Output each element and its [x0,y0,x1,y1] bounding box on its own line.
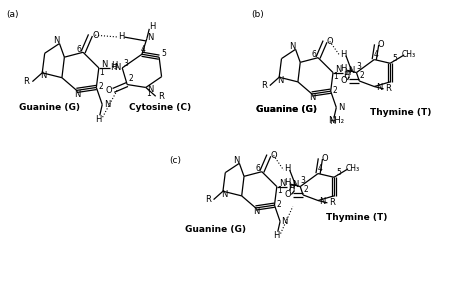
Text: H: H [288,184,295,193]
Text: 5: 5 [162,49,166,58]
Text: 2: 2 [360,71,365,80]
Text: H: H [273,231,279,240]
Text: H: H [288,182,294,191]
Text: H: H [344,68,350,77]
Text: Thymine (T): Thymine (T) [370,107,432,117]
Text: 1: 1 [146,89,151,98]
Text: N: N [114,63,120,72]
Text: N: N [279,179,286,188]
Text: 1: 1 [99,68,104,77]
Text: 4: 4 [140,45,146,54]
Text: 1: 1 [333,72,338,81]
Text: O: O [105,86,112,95]
Text: N: N [253,207,259,216]
Text: Thymine (T): Thymine (T) [326,213,387,222]
Text: H: H [329,117,335,126]
Text: H: H [284,164,290,173]
Text: H: H [149,22,155,31]
Text: (c): (c) [169,156,181,165]
Text: R: R [261,81,267,90]
Text: N: N [348,66,355,75]
Text: H: H [110,63,117,72]
Text: H: H [340,50,346,59]
Text: N: N [40,71,46,80]
Text: 2: 2 [277,200,282,209]
Text: 3: 3 [301,176,305,185]
Text: R: R [329,198,335,207]
Text: O: O [92,31,99,40]
Text: H: H [111,61,117,70]
Text: N: N [289,42,295,51]
Text: CH₃: CH₃ [402,51,416,59]
Text: N: N [309,93,316,102]
Text: N: N [147,33,154,42]
Text: 2: 2 [333,86,338,95]
Text: H: H [95,115,101,124]
Text: NH₂: NH₂ [328,116,344,125]
Text: O: O [270,151,277,160]
Text: Guanine (G): Guanine (G) [185,225,246,234]
Text: Cytosine (C): Cytosine (C) [128,103,191,112]
Text: Guanine (G): Guanine (G) [255,105,317,114]
Text: O: O [341,76,347,85]
Text: R: R [158,92,164,101]
Text: N: N [74,90,81,99]
Text: 5: 5 [392,54,397,63]
Text: 3: 3 [124,59,128,67]
Text: H: H [343,71,349,80]
Text: H: H [284,178,290,187]
Text: N: N [376,83,382,92]
Text: 4: 4 [318,164,322,173]
Text: 6: 6 [255,164,260,173]
Text: Guanine (G): Guanine (G) [19,103,80,112]
Text: 2: 2 [303,185,308,194]
Text: (b): (b) [251,10,264,19]
Text: O: O [327,37,333,46]
Text: 1: 1 [277,186,282,195]
Text: O: O [322,154,328,163]
Text: N: N [319,197,326,206]
Text: N: N [336,65,342,74]
Text: N: N [221,189,227,199]
Text: H: H [118,32,125,41]
Text: N: N [147,85,154,95]
Text: Guanine (G): Guanine (G) [255,105,317,114]
Text: O: O [378,40,384,49]
Text: CH₃: CH₃ [346,164,360,173]
Text: N: N [53,36,59,45]
Text: N: N [233,156,239,165]
Text: R: R [205,195,211,204]
Text: H: H [340,64,346,73]
Text: N: N [101,60,108,70]
Text: O: O [285,190,292,200]
Text: 2: 2 [129,74,134,83]
Text: 6: 6 [76,45,81,54]
Text: N: N [338,103,344,112]
Text: (a): (a) [7,10,19,19]
Text: N: N [292,180,299,189]
Text: 4: 4 [374,51,379,59]
Text: 6: 6 [311,51,316,59]
Text: N: N [282,217,288,226]
Text: 5: 5 [336,168,341,177]
Text: R: R [24,77,29,86]
Text: R: R [385,84,391,93]
Text: N: N [104,100,110,109]
Text: N: N [277,75,283,84]
Text: 2: 2 [99,82,104,91]
Text: 3: 3 [357,63,362,71]
